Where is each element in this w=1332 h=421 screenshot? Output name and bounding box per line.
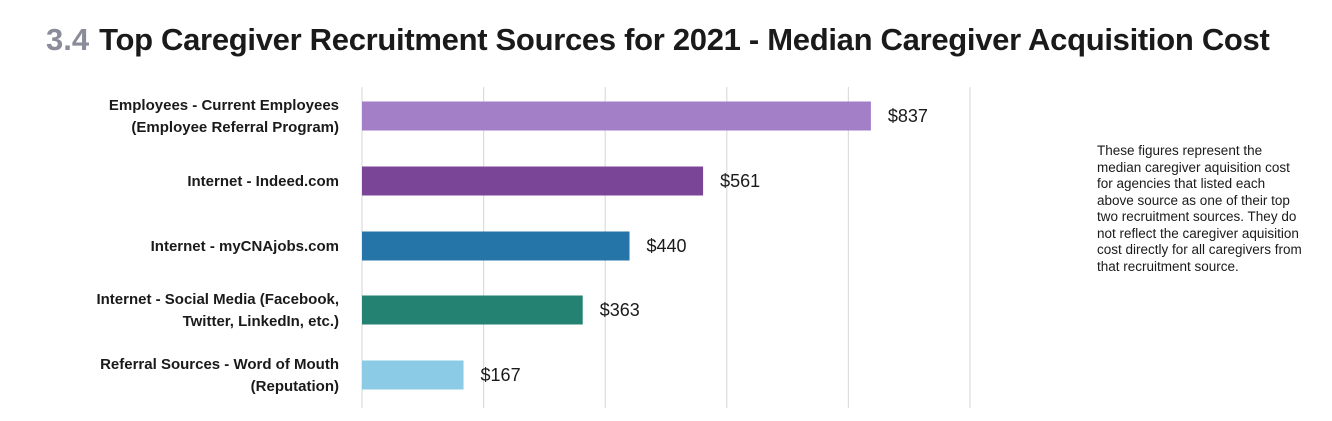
category-label: Employees - Current Employees (Employee R…: [109, 97, 339, 136]
category-label: Internet - myCNAjobs.com: [151, 238, 339, 255]
bar-value-label: $167: [481, 365, 521, 385]
bar-value-label: $363: [600, 300, 640, 320]
category-label-line: Internet - Social Media (Facebook,: [96, 291, 339, 308]
category-label-line: Internet - Indeed.com: [187, 173, 339, 190]
bar-value-label: $440: [647, 236, 687, 256]
bar-value-label: $561: [720, 171, 760, 191]
category-label: Referral Sources - Word of Mouth (Reputat…: [100, 356, 339, 395]
category-label: Internet - Indeed.com: [187, 173, 339, 190]
section-number: 3.4: [46, 22, 90, 57]
bar: [362, 166, 704, 196]
category-label-line: (Reputation): [251, 378, 339, 395]
chart-note: These figures represent the median careg…: [1097, 143, 1302, 274]
category-label-line: Employees - Current Employees: [109, 97, 339, 114]
category-labels: Employees - Current Employees (Employee R…: [96, 97, 339, 395]
bar: [362, 101, 871, 131]
bars: [362, 101, 871, 390]
category-label-line: Internet - myCNAjobs.com: [151, 238, 339, 255]
bar-value-label: $837: [888, 106, 928, 126]
value-labels: $837 $561 $440 $363 $167: [481, 106, 928, 385]
category-label-line: Twitter, LinkedIn, etc.): [183, 313, 339, 330]
chart-heading: 3.4 Top Caregiver Recruitment Sources for…: [46, 22, 1270, 58]
category-label-line: Referral Sources - Word of Mouth: [100, 356, 339, 373]
category-label-line: (Employee Referral Program): [131, 119, 339, 136]
bar: [362, 360, 464, 390]
chart-title: Top Caregiver Recruitment Sources for 20…: [99, 22, 1270, 57]
category-label: Internet - Social Media (Facebook, Twitte…: [96, 291, 339, 330]
bar: [362, 231, 630, 261]
bar: [362, 295, 583, 325]
